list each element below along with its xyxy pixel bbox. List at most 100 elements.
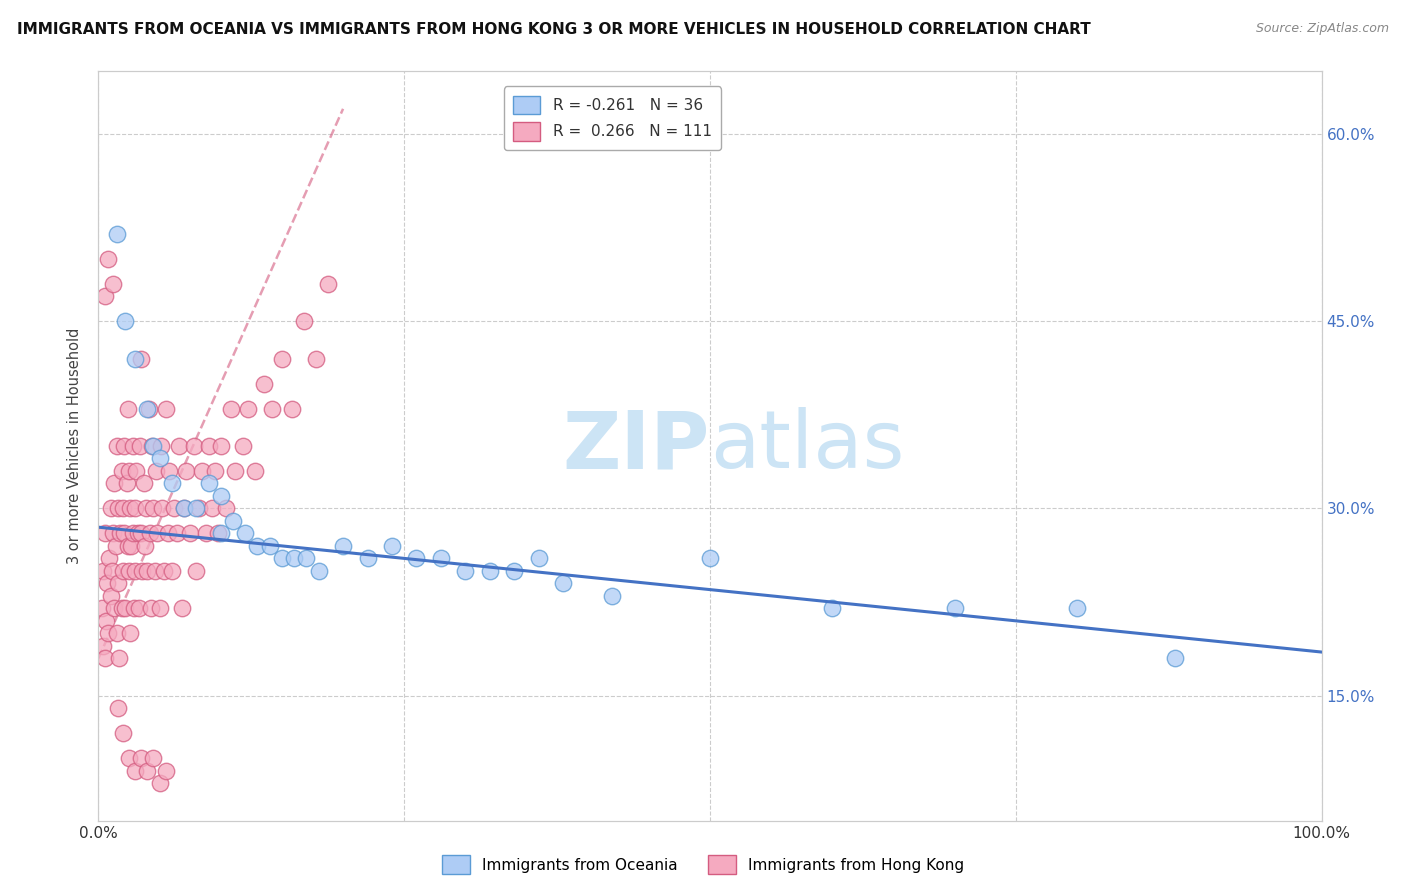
Point: [103, 601, 125, 615]
Point: [107, 501, 129, 516]
Legend: Immigrants from Oceania, Immigrants from Hong Kong: Immigrants from Oceania, Immigrants from…: [436, 849, 970, 880]
Point: [121, 526, 143, 541]
Point: [124, 501, 146, 516]
Point: [280, 401, 302, 416]
Point: [527, 551, 550, 566]
Point: [454, 564, 477, 578]
Point: [138, 401, 160, 416]
Point: [183, 439, 205, 453]
Point: [262, 401, 284, 416]
Point: [127, 526, 149, 541]
Point: [132, 476, 155, 491]
Point: [233, 526, 256, 541]
Point: [122, 601, 145, 615]
Point: [124, 764, 146, 778]
Point: [209, 439, 232, 453]
Point: [93, 526, 115, 541]
Point: [121, 439, 143, 453]
Point: [107, 701, 129, 715]
Point: [117, 401, 139, 416]
Point: [176, 464, 198, 478]
Point: [699, 551, 721, 566]
Point: [139, 601, 162, 615]
Point: [129, 351, 152, 366]
Point: [143, 564, 166, 578]
Point: [204, 464, 226, 478]
Point: [91, 601, 114, 615]
Point: [142, 501, 165, 516]
Point: [107, 576, 129, 591]
Point: [111, 501, 134, 516]
Point: [179, 526, 201, 541]
Point: [96, 576, 118, 591]
Point: [115, 476, 138, 491]
Point: [305, 351, 328, 366]
Point: [103, 476, 125, 491]
Point: [110, 526, 132, 541]
Point: [214, 501, 236, 516]
Point: [136, 564, 159, 578]
Point: [478, 564, 501, 578]
Point: [105, 227, 128, 241]
Point: [187, 501, 209, 516]
Point: [405, 551, 427, 566]
Point: [111, 464, 134, 478]
Point: [118, 564, 141, 578]
Point: [134, 539, 156, 553]
Point: [93, 289, 115, 303]
Point: [195, 526, 218, 541]
Point: [114, 601, 136, 615]
Point: [93, 651, 115, 665]
Point: [136, 401, 159, 416]
Point: [97, 252, 120, 266]
Point: [186, 564, 208, 578]
Text: Source: ZipAtlas.com: Source: ZipAtlas.com: [1256, 22, 1389, 36]
Text: ZIP: ZIP: [562, 407, 710, 485]
Point: [111, 564, 134, 578]
Point: [145, 464, 167, 478]
Point: [236, 401, 259, 416]
Point: [157, 526, 180, 541]
Point: [120, 501, 142, 516]
Point: [197, 476, 219, 491]
Point: [160, 564, 183, 578]
Point: [94, 614, 117, 628]
Point: [135, 501, 157, 516]
Point: [100, 501, 122, 516]
Point: [943, 601, 966, 615]
Text: IMMIGRANTS FROM OCEANIA VS IMMIGRANTS FROM HONG KONG 3 OR MORE VEHICLES IN HOUSE: IMMIGRANTS FROM OCEANIA VS IMMIGRANTS FR…: [17, 22, 1091, 37]
Point: [111, 726, 134, 740]
Point: [553, 576, 575, 591]
Point: [155, 401, 177, 416]
Point: [160, 476, 183, 491]
Point: [252, 376, 274, 391]
Point: [139, 526, 162, 541]
Point: [101, 564, 124, 578]
Point: [141, 439, 163, 453]
Point: [105, 439, 128, 453]
Point: [105, 626, 128, 640]
Point: [117, 539, 139, 553]
Point: [120, 626, 142, 640]
Point: [191, 464, 214, 478]
Point: [150, 501, 173, 516]
Point: [173, 501, 195, 516]
Point: [101, 526, 124, 541]
Point: [186, 501, 208, 516]
Point: [120, 539, 142, 553]
Point: [100, 589, 122, 603]
Point: [157, 464, 180, 478]
Point: [101, 277, 124, 291]
Point: [149, 776, 172, 790]
Point: [112, 439, 135, 453]
Point: [142, 439, 165, 453]
Point: [124, 351, 146, 366]
Point: [207, 526, 229, 541]
Point: [118, 751, 141, 765]
Point: [1164, 651, 1187, 665]
Point: [295, 551, 318, 566]
Point: [129, 526, 152, 541]
Point: [111, 601, 134, 615]
Point: [149, 439, 172, 453]
Point: [270, 351, 294, 366]
